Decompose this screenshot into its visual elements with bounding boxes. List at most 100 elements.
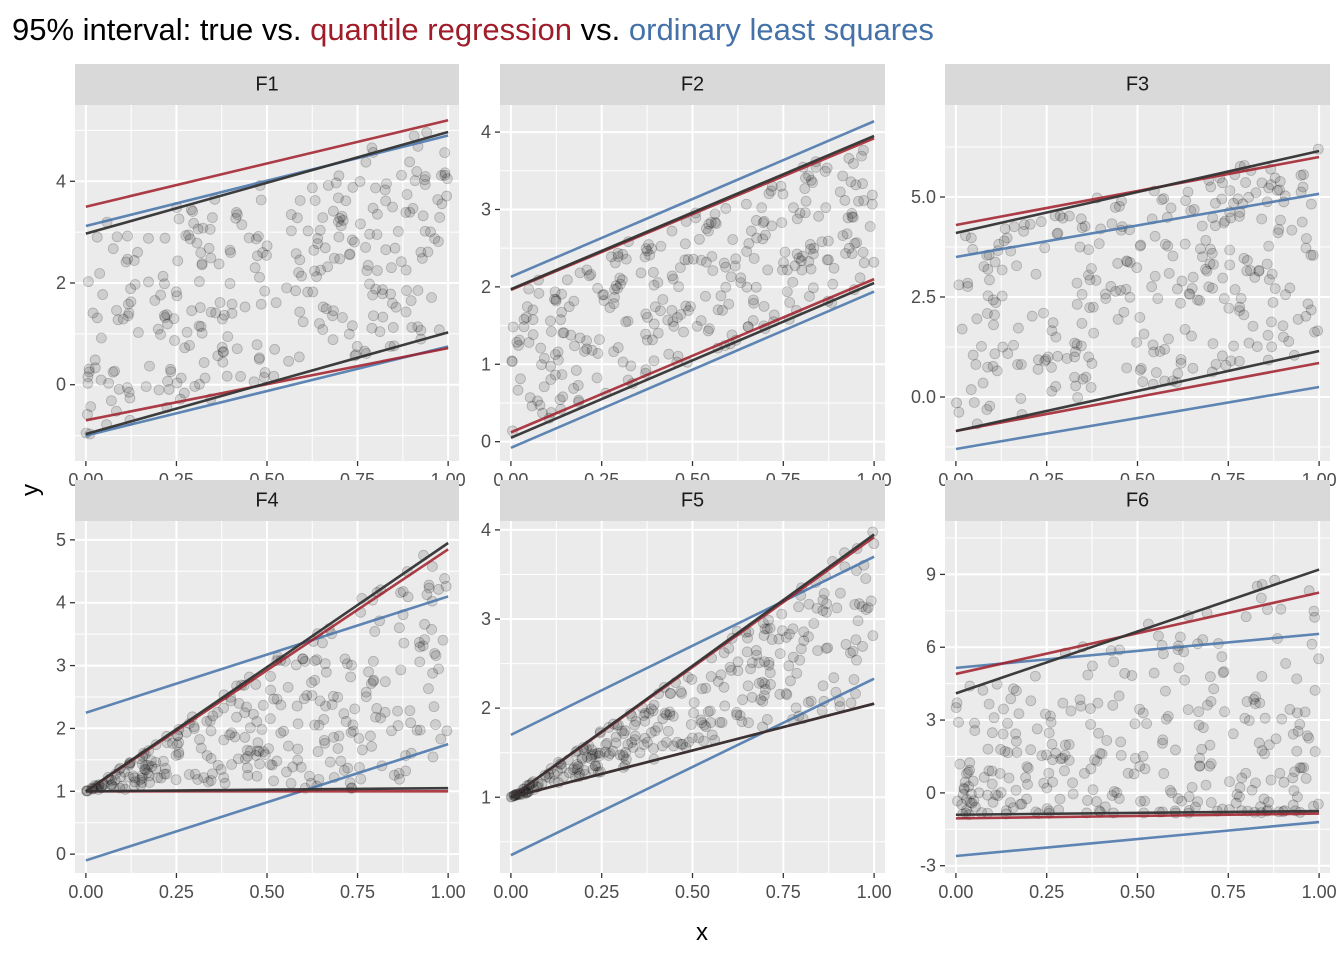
data-point <box>846 208 858 219</box>
data-point <box>432 194 444 206</box>
data-point <box>1046 361 1057 373</box>
data-point <box>134 774 146 786</box>
data-point <box>597 289 609 301</box>
data-point <box>706 251 718 262</box>
data-point <box>253 745 265 757</box>
data-point <box>686 673 698 685</box>
data-point <box>705 671 717 682</box>
data-point <box>581 343 593 355</box>
data-point <box>725 271 737 283</box>
data-point <box>592 747 603 759</box>
data-point <box>629 719 640 731</box>
facet-F1: F10.000.250.500.751.00024 <box>56 64 466 490</box>
data-point <box>1286 224 1298 236</box>
data-point <box>973 787 985 799</box>
data-point <box>1113 690 1125 702</box>
data-point <box>144 777 156 788</box>
data-point <box>989 348 1001 360</box>
data-point <box>652 721 664 733</box>
data-point <box>642 736 653 748</box>
data-point <box>793 252 805 264</box>
data-point <box>962 281 974 292</box>
data-point <box>1112 313 1124 325</box>
data-point <box>257 247 269 258</box>
data-point <box>958 782 970 794</box>
data-point <box>169 335 180 346</box>
x-tick-label: 0.50 <box>675 882 710 902</box>
data-point <box>314 695 326 707</box>
data-point <box>1240 611 1252 623</box>
data-point <box>1249 698 1261 709</box>
data-point <box>285 778 297 789</box>
data-point <box>978 261 990 272</box>
data-point <box>718 257 730 269</box>
data-point <box>982 290 994 302</box>
data-point <box>404 705 416 717</box>
data-point <box>313 719 325 731</box>
data-point <box>299 656 311 667</box>
data-point <box>312 233 324 244</box>
facet-F3: F30.000.250.500.751.000.02.55.0 <box>911 64 1337 490</box>
data-point <box>1301 233 1312 244</box>
data-point <box>843 242 855 254</box>
data-point <box>195 742 207 754</box>
data-point <box>1036 750 1048 762</box>
data-point <box>271 755 283 767</box>
data-point <box>1087 784 1099 796</box>
data-point <box>226 727 238 739</box>
data-point <box>687 253 699 265</box>
ols-lower-line <box>510 290 875 450</box>
data-point <box>640 308 652 320</box>
data-point <box>791 248 803 260</box>
data-point <box>1178 646 1190 658</box>
data-point <box>1059 765 1070 777</box>
data-point <box>304 770 315 782</box>
data-point <box>283 355 295 367</box>
data-point <box>652 277 664 288</box>
data-point <box>1059 749 1071 761</box>
data-point <box>429 233 441 245</box>
data-point <box>821 162 833 174</box>
data-point <box>1277 320 1289 332</box>
data-point <box>842 212 854 224</box>
data-point <box>1100 293 1112 304</box>
data-point <box>415 246 427 258</box>
data-point <box>1149 270 1161 282</box>
data-point <box>393 622 405 634</box>
data-point <box>1263 796 1274 808</box>
data-point <box>707 265 719 277</box>
y-tick-label: -3 <box>920 856 936 876</box>
data-point <box>1250 187 1262 199</box>
data-point <box>601 737 613 749</box>
data-point <box>1312 325 1323 337</box>
data-point <box>961 768 972 780</box>
data-point <box>1217 667 1229 679</box>
data-point <box>715 669 727 681</box>
data-point <box>1197 722 1209 734</box>
facet-strip <box>945 64 1330 105</box>
data-point <box>794 207 806 219</box>
data-point <box>137 769 148 781</box>
data-point <box>1294 762 1306 774</box>
data-point <box>161 768 172 780</box>
data-point <box>984 400 996 412</box>
data-point <box>807 248 819 260</box>
data-point <box>172 255 184 267</box>
data-point <box>129 279 141 290</box>
data-point <box>1130 752 1141 764</box>
data-point <box>866 198 878 210</box>
data-point <box>758 617 769 629</box>
data-point <box>617 356 629 368</box>
data-point <box>400 765 412 777</box>
data-point <box>404 206 416 218</box>
data-point <box>817 605 829 616</box>
data-point <box>320 666 332 678</box>
data-point <box>647 705 659 717</box>
data-point <box>1010 728 1022 740</box>
data-point <box>1162 240 1174 252</box>
data-point <box>773 633 785 645</box>
data-point <box>790 702 802 714</box>
data-point <box>712 304 724 316</box>
data-point <box>571 764 583 775</box>
